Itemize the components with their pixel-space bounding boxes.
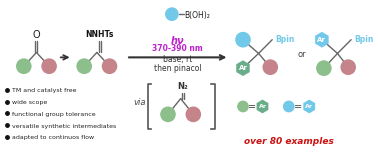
Circle shape (341, 59, 356, 75)
Circle shape (160, 107, 176, 122)
Text: TM and catalyst free: TM and catalyst free (12, 88, 77, 93)
Text: B(OH)₂: B(OH)₂ (184, 11, 211, 20)
Text: =: = (248, 102, 256, 112)
Circle shape (41, 58, 57, 74)
Text: O: O (33, 30, 40, 40)
Circle shape (237, 101, 249, 112)
Circle shape (102, 58, 117, 74)
Text: Ar: Ar (239, 65, 248, 71)
Text: versatile synthetic intermediates: versatile synthetic intermediates (12, 124, 116, 129)
Circle shape (283, 101, 294, 112)
Polygon shape (303, 100, 315, 113)
Circle shape (165, 7, 179, 21)
Circle shape (16, 58, 32, 74)
Text: Bpin: Bpin (354, 35, 373, 44)
Text: Ar: Ar (318, 37, 326, 43)
Circle shape (262, 59, 278, 75)
Text: Ar: Ar (259, 104, 266, 109)
Text: =: = (293, 102, 302, 112)
Text: then pinacol: then pinacol (154, 64, 201, 73)
Text: Bpin: Bpin (275, 35, 294, 44)
Circle shape (186, 107, 201, 122)
Text: over 80 examples: over 80 examples (244, 137, 334, 146)
Text: N₂: N₂ (177, 82, 188, 91)
Text: or: or (297, 50, 306, 59)
Text: Ar: Ar (305, 104, 313, 109)
Text: adapted to continuos flow: adapted to continuos flow (12, 135, 94, 140)
Circle shape (316, 60, 332, 76)
Polygon shape (257, 100, 268, 113)
Polygon shape (315, 32, 328, 48)
Text: wide scope: wide scope (12, 100, 47, 105)
Text: base, rt: base, rt (163, 55, 192, 64)
Text: 370-390 nm: 370-390 nm (152, 44, 203, 53)
Text: NNHTs: NNHTs (85, 30, 114, 39)
Circle shape (235, 32, 251, 48)
Circle shape (76, 58, 92, 74)
Text: functional group tolerance: functional group tolerance (12, 112, 96, 117)
Text: hν: hν (171, 36, 184, 46)
Text: via: via (133, 98, 146, 107)
Polygon shape (236, 60, 250, 76)
